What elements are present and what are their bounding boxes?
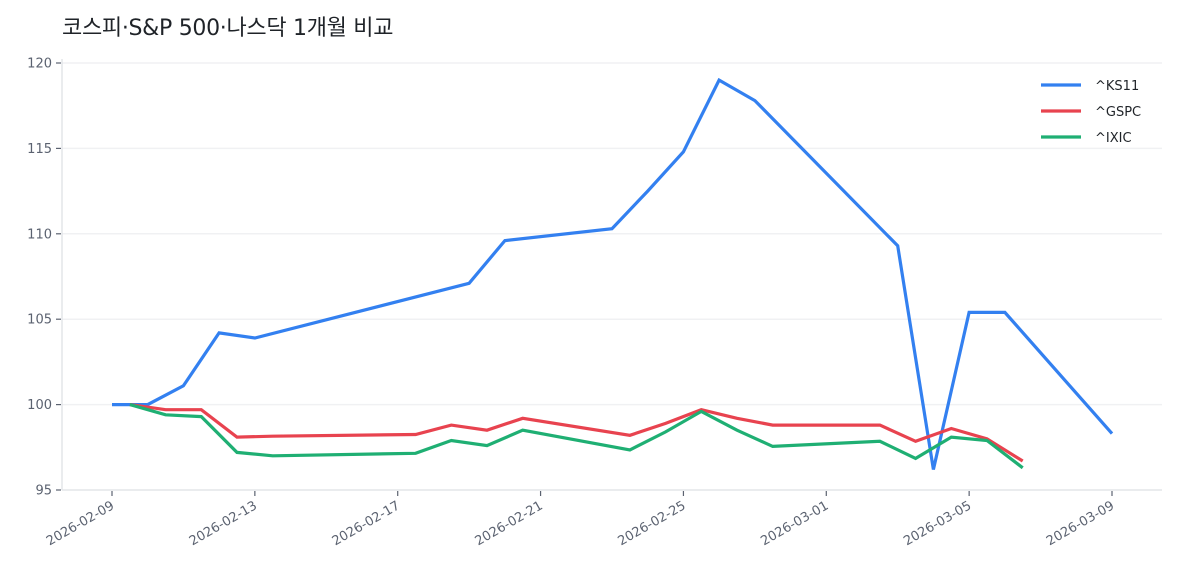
legend-item: ^IXIC (1041, 131, 1132, 146)
x-tick-label: 2026-02-25 (615, 498, 688, 549)
legend-label: ^KS11 (1095, 79, 1139, 94)
legend-label: ^IXIC (1095, 131, 1132, 146)
gridlines (62, 62, 1162, 406)
x-tick-label: 2026-02-13 (187, 498, 260, 549)
x-tick-label: 2026-02-09 (44, 498, 117, 549)
x-tick-label: 2026-03-01 (758, 498, 831, 549)
series-line-ks11 (112, 77, 1114, 470)
y-axis-ticks: 95 100 105 110 115 120 (27, 57, 61, 499)
legend-item: ^KS11 (1041, 79, 1139, 94)
legend-label: ^GSPC (1095, 105, 1141, 120)
y-tick-label: 115 (27, 142, 52, 157)
x-tick-label: 2026-02-21 (473, 498, 546, 549)
y-tick-label: 105 (27, 313, 52, 328)
legend: ^KS11 ^GSPC ^IXIC (1041, 79, 1141, 146)
y-tick-label: 120 (27, 57, 52, 72)
x-tick-label: 2026-03-09 (1044, 498, 1117, 549)
y-tick-label: 100 (27, 398, 52, 413)
x-tick-label: 2026-03-05 (901, 498, 974, 549)
series-line-gspc (129, 403, 1024, 463)
series-lines (112, 77, 1114, 470)
y-tick-label: 110 (27, 227, 52, 242)
axes (61, 59, 1162, 491)
x-tick-label: 2026-02-17 (330, 498, 403, 549)
chart-title: 코스피·S&P 500·나스닥 1개월 비교 (62, 16, 394, 41)
series-line-ixic (129, 403, 1024, 470)
x-axis-ticks: 2026-02-09 2026-02-13 2026-02-17 2026-02-21… (44, 491, 1117, 549)
y-tick-label: 95 (35, 484, 52, 499)
legend-item: ^GSPC (1041, 105, 1141, 120)
